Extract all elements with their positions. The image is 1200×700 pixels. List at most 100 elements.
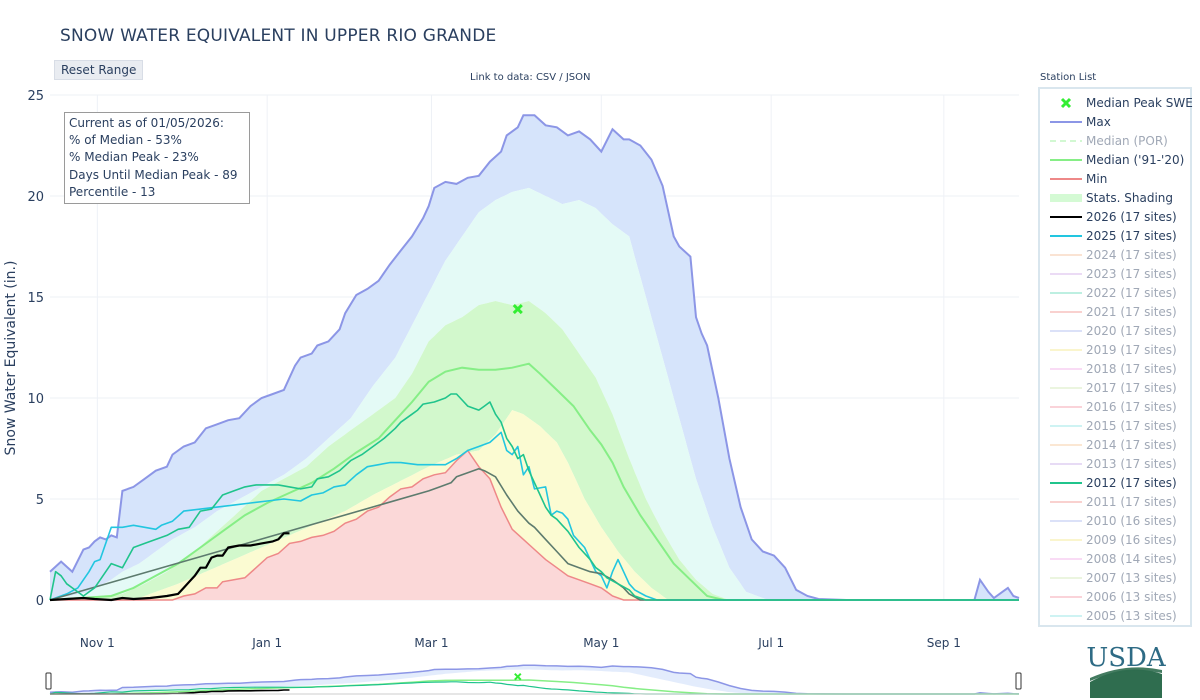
legend-item[interactable]: 2011 (17 sites)	[1046, 493, 1192, 511]
legend-item[interactable]: 2013 (17 sites)	[1046, 455, 1192, 473]
legend-item[interactable]: 2005 (13 sites)	[1046, 607, 1192, 625]
legend-swatch	[1050, 482, 1082, 484]
legend-label: 2016 (17 sites)	[1086, 400, 1177, 414]
legend-label: 2026 (17 sites)	[1086, 210, 1177, 224]
info-line-days-until-peak: Days Until Median Peak - 89	[69, 167, 238, 182]
legend-item[interactable]: 2018 (17 sites)	[1046, 360, 1192, 378]
legend-item[interactable]: 2012 (17 sites)	[1046, 474, 1192, 492]
median-91-20-line	[49, 362, 1019, 601]
legend-label: Median ('91-'20)	[1086, 153, 1185, 167]
info-line-pct-median-peak: % Median Peak - 23%	[69, 150, 199, 165]
x-tick-label: Mar 1	[414, 636, 448, 650]
data-link[interactable]: Link to data: CSV / JSON	[470, 72, 591, 83]
legend-swatch	[1050, 539, 1082, 541]
legend-item[interactable]: Median Peak SWE	[1046, 94, 1193, 112]
legend-swatch	[1050, 577, 1082, 579]
x-tick-label: Nov 1	[80, 636, 115, 650]
legend-swatch	[1050, 178, 1082, 180]
legend-swatch	[1050, 292, 1082, 294]
series-lines	[49, 114, 1020, 602]
y-tick-label: 10	[27, 392, 44, 407]
band-p70-p30	[50, 301, 1019, 600]
legend-item[interactable]: 2016 (17 sites)	[1046, 398, 1192, 416]
legend-label: 2011 (17 sites)	[1086, 495, 1177, 509]
legend-item[interactable]: 2021 (17 sites)	[1046, 303, 1192, 321]
legend-label: 2017 (17 sites)	[1086, 381, 1177, 395]
status-info-box: Current as of 01/05/2026: % of Median - …	[64, 112, 250, 205]
range-handle-left[interactable]	[45, 672, 52, 690]
legend-label: 2009 (16 sites)	[1086, 533, 1177, 547]
legend-label: Median (POR)	[1086, 134, 1168, 148]
legend-label: 2025 (17 sites)	[1086, 229, 1177, 243]
usda-logo: USDA	[1086, 643, 1166, 698]
legend-item[interactable]: 2015 (17 sites)	[1046, 417, 1192, 435]
legend-item[interactable]: 2007 (13 sites)	[1046, 569, 1192, 587]
min-line	[50, 449, 1019, 601]
range-handle-right[interactable]	[1015, 672, 1022, 690]
legend-label: Stats. Shading	[1086, 191, 1174, 205]
station-list-label: Station List	[1040, 72, 1097, 83]
legend-label: 2018 (17 sites)	[1086, 362, 1177, 376]
x-tick-label: Jan 1	[251, 636, 282, 650]
legend-item[interactable]: Max	[1046, 113, 1192, 131]
legend-swatch	[1050, 216, 1082, 218]
legend-swatch	[1050, 194, 1082, 202]
legend-item[interactable]: 2009 (16 sites)	[1046, 531, 1192, 549]
series-2012-line	[49, 393, 1019, 601]
legend-label: 2024 (17 sites)	[1086, 248, 1177, 262]
legend-label: 2013 (17 sites)	[1086, 457, 1177, 471]
y-tick-label: 5	[36, 493, 44, 508]
legend-item[interactable]: Median ('91-'20)	[1046, 151, 1192, 169]
info-line-date: Current as of 01/05/2026:	[69, 116, 224, 130]
legend-item[interactable]: Median (POR)	[1046, 132, 1192, 150]
legend-swatch	[1050, 425, 1082, 427]
legend: Median Peak SWE Max Median (POR) Median ('9…	[1038, 87, 1193, 627]
legend-item[interactable]: 2024 (17 sites)	[1046, 246, 1192, 264]
legend-fill	[1050, 194, 1082, 202]
legend-item[interactable]: 2010 (16 sites)	[1046, 512, 1192, 530]
legend-label: 2008 (14 sites)	[1086, 552, 1177, 566]
range-slider[interactable]	[45, 664, 1022, 695]
legend-swatch	[1060, 97, 1072, 109]
y-tick-label: 15	[27, 291, 44, 306]
range-slider-2012	[49, 681, 1019, 695]
legend-swatch	[1050, 615, 1082, 617]
legend-swatch	[1050, 349, 1082, 351]
legend-item[interactable]: 2014 (17 sites)	[1046, 436, 1192, 454]
legend-label: Median Peak SWE	[1086, 96, 1193, 110]
info-line-percentile: Percentile - 13	[69, 184, 156, 199]
legend-item[interactable]: 2008 (14 sites)	[1046, 550, 1192, 568]
legend-item[interactable]: 2022 (17 sites)	[1046, 284, 1192, 302]
legend-label: 2021 (17 sites)	[1086, 305, 1177, 319]
legend-swatch	[1050, 596, 1082, 598]
legend-item[interactable]: 2019 (17 sites)	[1046, 341, 1192, 359]
legend-label: 2007 (13 sites)	[1086, 571, 1177, 585]
chart-title: SNOW WATER EQUIVALENT IN UPPER RIO GRAND…	[60, 26, 497, 46]
legend-item[interactable]: 2026 (17 sites)	[1046, 208, 1192, 226]
legend-swatch	[1050, 235, 1082, 237]
legend-swatch	[1050, 254, 1082, 256]
legend-item[interactable]: Stats. Shading	[1046, 189, 1192, 207]
legend-label: 2010 (16 sites)	[1086, 514, 1177, 528]
legend-item[interactable]: 2020 (17 sites)	[1046, 322, 1192, 340]
axes: 0 5 10 15 20 25 Nov 1 Jan 1 Mar 1 May 1 Jul 1 Sep 1	[27, 89, 960, 650]
legend-item[interactable]: 2017 (17 sites)	[1046, 379, 1192, 397]
reset-range-button[interactable]: Reset Range	[54, 60, 144, 80]
y-tick-label: 0	[36, 594, 44, 609]
legend-item[interactable]: 2023 (17 sites)	[1046, 265, 1192, 283]
legend-item[interactable]: 2006 (13 sites)	[1046, 588, 1192, 606]
range-slider-peak	[514, 673, 522, 681]
legend-item[interactable]: Min	[1046, 170, 1192, 188]
legend-swatch	[1050, 463, 1082, 465]
range-slider-max	[49, 664, 1020, 695]
legend-label: 2023 (17 sites)	[1086, 267, 1177, 281]
legend-label: 2005 (13 sites)	[1086, 609, 1177, 623]
stat-bands	[50, 115, 1019, 600]
band-max-p90	[50, 115, 1019, 600]
max-line	[49, 114, 1020, 601]
x-tick-label: May 1	[583, 636, 619, 650]
median-peak-marker	[512, 304, 523, 315]
legend-swatch	[1050, 387, 1082, 389]
legend-item[interactable]: 2025 (17 sites)	[1046, 227, 1192, 245]
